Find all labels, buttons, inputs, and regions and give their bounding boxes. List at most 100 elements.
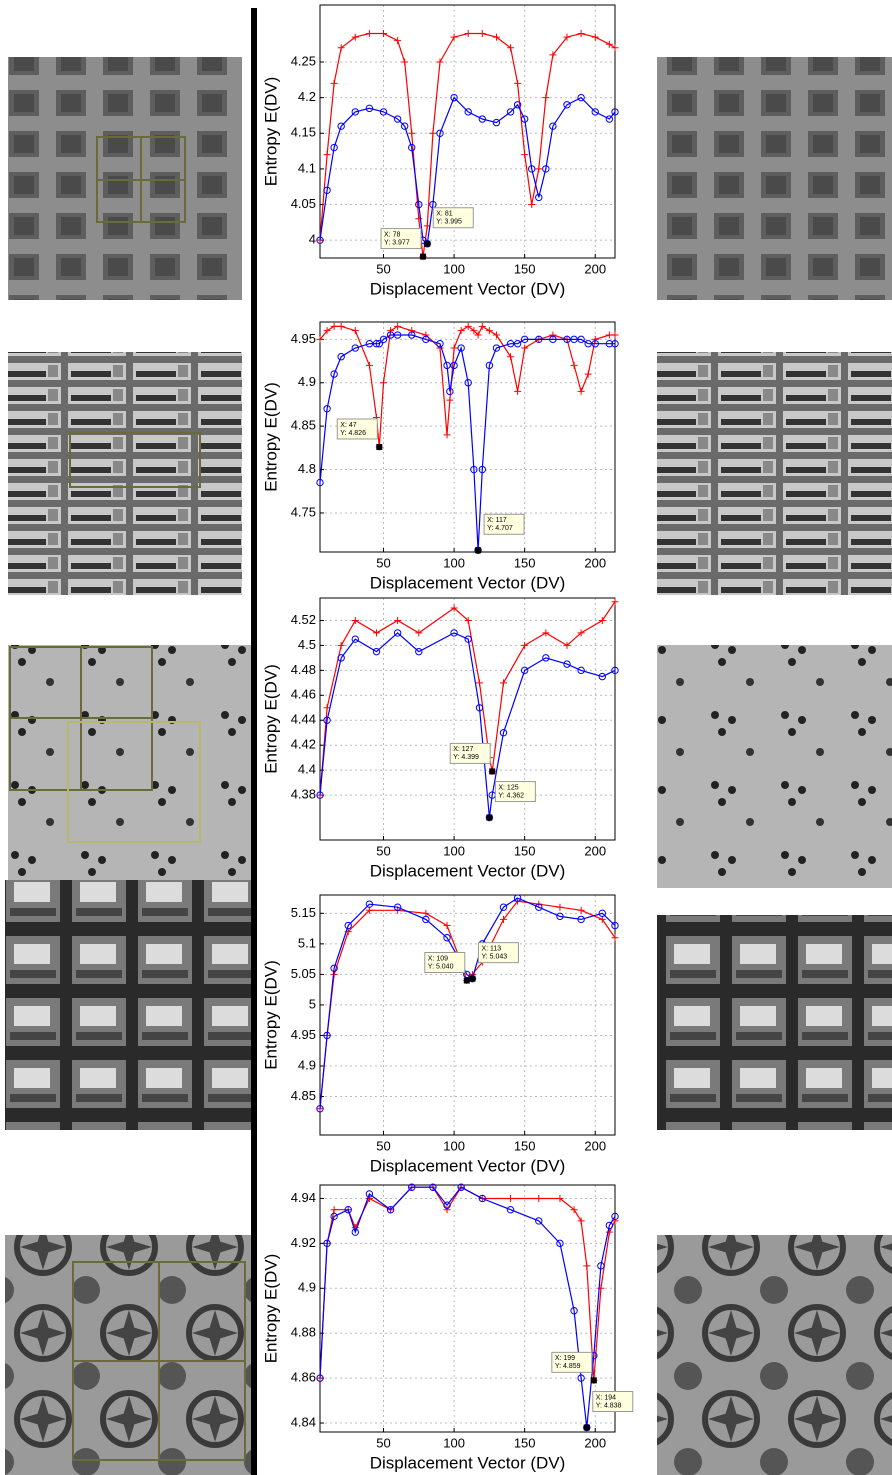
y-tick-label: 4.75 (291, 504, 316, 519)
point-marker (611, 921, 619, 930)
point-marker (570, 1206, 578, 1214)
x-tick-label: 200 (584, 1138, 606, 1153)
texture-image (5, 1235, 255, 1475)
tip-box (494, 781, 536, 803)
series-line (319, 1186, 616, 1381)
point-marker (474, 546, 482, 554)
point-marker (577, 1217, 585, 1225)
point-marker (450, 629, 458, 637)
point-marker (474, 331, 482, 339)
point-marker (514, 79, 522, 87)
point-marker (485, 327, 493, 335)
point-marker (549, 51, 557, 59)
point-marker (323, 716, 331, 724)
point-marker (365, 1190, 374, 1198)
point-marker (478, 30, 486, 38)
y-tick-label: 4.94 (291, 1190, 316, 1205)
y-tick-label: 4.5 (298, 637, 316, 652)
point-marker (443, 1201, 451, 1209)
point-marker (485, 813, 494, 822)
point-marker (365, 104, 374, 113)
point-marker (330, 370, 338, 378)
point-marker (436, 129, 444, 137)
series-line (319, 325, 615, 448)
point-marker (507, 44, 515, 52)
point-marker (372, 647, 381, 656)
synthesized-image (657, 645, 892, 888)
point-marker (577, 30, 585, 38)
point-marker (464, 108, 472, 116)
synthesized-image (657, 352, 892, 595)
point-marker (400, 122, 409, 130)
tip-box (592, 1391, 634, 1413)
point-marker (485, 361, 494, 370)
x-axis-label: Displacement Vector (DV) (370, 1453, 566, 1472)
point-marker (591, 33, 599, 41)
plot-frame (319, 597, 616, 841)
y-axis-label: Entropy E(DV) (261, 960, 280, 1070)
point-marker (337, 44, 345, 52)
point-marker (478, 322, 486, 330)
point-marker (605, 40, 613, 48)
tip-y: Y: 4.707 (487, 525, 513, 532)
point-marker (443, 922, 451, 930)
y-tick-label: 4.42 (291, 737, 316, 752)
point-marker (443, 361, 451, 370)
texture-image (8, 645, 252, 888)
point-marker (583, 1262, 591, 1270)
point-marker (323, 405, 331, 413)
y-tick-label: 4.15 (291, 125, 316, 140)
point-marker (513, 101, 522, 109)
tip-x: X: 113 (481, 946, 501, 953)
tip-box (477, 942, 519, 964)
point-marker (330, 1206, 338, 1214)
point-marker (535, 903, 543, 911)
point-marker (528, 201, 536, 209)
point-marker (506, 339, 515, 348)
point-marker (316, 1105, 324, 1113)
point-marker (379, 335, 388, 344)
point-marker (457, 344, 465, 352)
tip-x: X: 78 (384, 231, 400, 238)
tip-marker (590, 1377, 597, 1384)
point-marker (351, 616, 359, 624)
tip-y: Y: 5.043 (481, 954, 507, 961)
tip-y: Y: 5.040 (428, 963, 454, 970)
y-tick-label: 5.15 (291, 905, 316, 920)
point-marker (337, 122, 345, 130)
point-marker (464, 616, 472, 624)
point-marker (386, 1206, 395, 1214)
point-marker (611, 339, 619, 348)
point-marker (598, 909, 606, 918)
y-tick-label: 4.46 (291, 687, 316, 702)
point-marker (577, 93, 585, 102)
point-marker (450, 93, 458, 102)
point-marker (507, 1194, 515, 1202)
tip-x: X: 117 (487, 517, 507, 524)
point-marker (549, 122, 557, 130)
point-marker (450, 344, 458, 352)
tip-y: Y: 4.859 (555, 1363, 581, 1370)
point-marker (549, 335, 557, 344)
tip-box (449, 742, 491, 764)
tip-x: X: 125 (498, 784, 518, 791)
tip-marker (420, 253, 427, 260)
point-marker (535, 1194, 543, 1202)
y-axis-label: Entropy E(DV) (261, 382, 280, 492)
y-tick-label: 4.88 (291, 1325, 316, 1340)
y-axis-label: Entropy E(DV) (261, 1254, 280, 1364)
synthesized-image (657, 57, 892, 300)
point-marker (365, 339, 374, 348)
point-marker (330, 79, 338, 87)
tip-y: Y: 4.838 (596, 1402, 622, 1409)
point-marker (351, 1224, 359, 1232)
point-marker (330, 1212, 338, 1221)
y-tick-label: 4.95 (291, 331, 316, 346)
point-marker (520, 115, 529, 123)
point-marker (351, 1228, 359, 1236)
y-axis-label: Entropy E(DV) (261, 664, 280, 774)
point-marker (365, 30, 373, 38)
